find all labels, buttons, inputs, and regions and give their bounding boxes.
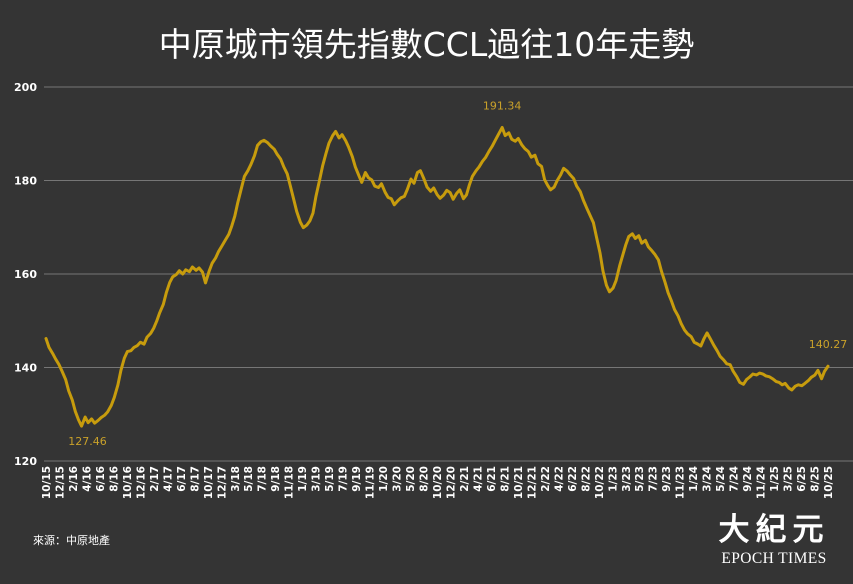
x-tick-label: 12/21 <box>526 466 538 499</box>
y-tick-label: 120 <box>14 455 37 468</box>
x-tick-label: 5/24 <box>715 466 727 492</box>
x-tick-label: 3/25 <box>783 466 795 492</box>
x-tick-label: 5/20 <box>405 466 417 492</box>
y-tick-label: 180 <box>14 175 37 188</box>
x-tick-label: 6/16 <box>95 466 107 492</box>
x-tick-label: 5/19 <box>324 466 336 492</box>
x-tick-label: 8/22 <box>580 466 592 492</box>
x-tick-label: 1/24 <box>688 466 700 492</box>
epoch-times-logo: 大紀元 EPOCH TIMES <box>714 511 834 569</box>
x-tick-label: 8/17 <box>189 466 201 492</box>
x-tick-label: 12/15 <box>54 466 66 499</box>
x-tick-label: 1/19 <box>297 466 309 492</box>
x-tick-label: 4/21 <box>472 466 484 492</box>
x-tick-label: 7/23 <box>648 466 660 492</box>
x-tick-label: 10/21 <box>513 466 525 499</box>
x-tick-label: 2/21 <box>459 466 471 492</box>
data-label: 191.34 <box>483 99 522 112</box>
data-label: 140.27 <box>809 338 848 351</box>
x-tick-label: 9/18 <box>270 466 282 492</box>
x-tick-label: 11/19 <box>365 466 377 499</box>
x-tick-label: 5/23 <box>634 466 646 492</box>
x-tick-label: 8/20 <box>419 466 431 492</box>
x-tick-label: 11/24 <box>756 466 768 499</box>
y-axis: 120 140 160 180 200 <box>14 81 37 468</box>
logo-chinese-text: 大紀元 <box>718 512 830 548</box>
x-tick-label: 3/24 <box>702 466 714 492</box>
x-tick-label: 3/18 <box>230 466 242 492</box>
y-tick-label: 140 <box>14 362 37 375</box>
x-tick-label: 6/21 <box>486 466 498 492</box>
x-tick-label: 10/22 <box>594 466 606 499</box>
x-tick-label: 1/23 <box>607 466 619 492</box>
x-tick-label: 12/16 <box>135 466 147 499</box>
y-tick-label: 200 <box>14 81 37 94</box>
x-tick-label: 10/16 <box>122 466 134 499</box>
x-tick-label: 4/17 <box>162 466 174 492</box>
x-tick-label: 12/17 <box>216 466 228 499</box>
x-tick-label: 10/25 <box>823 466 835 499</box>
x-tick-label: 3/20 <box>392 466 404 492</box>
source-note: 來源：中原地產 <box>33 534 110 547</box>
x-tick-label: 8/21 <box>499 466 511 492</box>
x-tick-label: 6/22 <box>567 466 579 492</box>
data-label: 127.46 <box>68 435 107 448</box>
x-tick-label: 2/16 <box>68 466 80 492</box>
x-tick-label: 6/17 <box>176 466 188 492</box>
x-tick-label: 11/23 <box>675 466 687 499</box>
x-tick-label: 8/25 <box>810 466 822 492</box>
x-tick-label: 3/19 <box>311 466 323 492</box>
y-tick-label: 160 <box>14 268 37 281</box>
x-tick-label: 9/24 <box>742 466 754 492</box>
x-tick-label: 8/16 <box>108 466 120 492</box>
x-tick-label: 7/24 <box>729 466 741 492</box>
x-tick-label: 10/17 <box>203 466 215 499</box>
series <box>44 125 830 428</box>
x-axis: 10/15 12/15 2/16 4/16 6/16 8/16 10/16 12/16 2/17… <box>41 466 835 499</box>
x-tick-label: 2/17 <box>149 466 161 492</box>
x-tick-label: 10/20 <box>432 466 444 499</box>
x-tick-label: 11/18 <box>284 466 296 499</box>
x-tick-label: 2/22 <box>540 466 552 492</box>
x-tick-label: 5/18 <box>243 466 255 492</box>
x-tick-label: 6/25 <box>796 466 808 492</box>
x-tick-label: 7/19 <box>338 466 350 492</box>
x-tick-label: 12/20 <box>445 466 457 499</box>
x-tick-label: 4/22 <box>553 466 565 492</box>
x-tick-label: 9/23 <box>661 466 673 492</box>
x-tick-label: 7/18 <box>257 466 269 492</box>
series-line <box>44 125 830 428</box>
gridlines <box>44 86 853 462</box>
x-tick-label: 3/23 <box>621 466 633 492</box>
x-tick-label: 9/19 <box>351 466 363 492</box>
chart-title: 中原城市領先指數CCL過往10年走勢 <box>158 25 695 64</box>
x-tick-label: 1/25 <box>769 466 781 492</box>
logo-english-text: EPOCH TIMES <box>721 550 827 567</box>
x-tick-label: 10/15 <box>41 466 53 499</box>
x-tick-label: 1/20 <box>378 466 390 492</box>
x-tick-label: 4/16 <box>81 466 93 492</box>
data-labels: 127.46 191.34 140.27 <box>68 99 847 448</box>
